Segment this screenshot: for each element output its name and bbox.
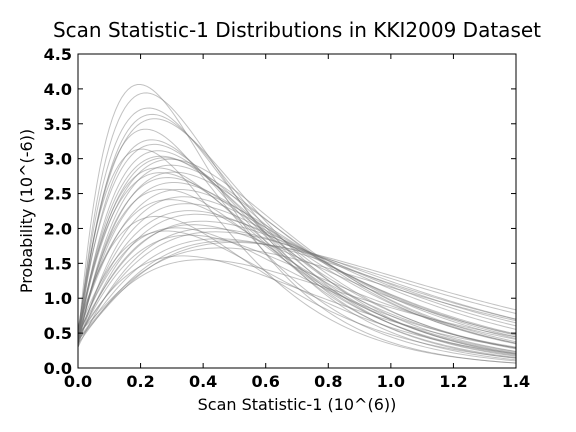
distribution-curve-25 <box>77 231 517 337</box>
distribution-curve-20 <box>77 210 517 337</box>
distribution-curve-24 <box>77 227 517 348</box>
distribution-curve-37 <box>77 215 517 359</box>
distribution-curve-5 <box>77 118 517 355</box>
distribution-curve-38 <box>77 230 517 355</box>
x-tick-label: 1.0 <box>377 372 405 391</box>
distribution-curve-30 <box>77 199 517 349</box>
x-tick-label: 0.2 <box>126 372 154 391</box>
y-axis: 0.0 0.5 1.0 1.5 2.0 2.5 3.0 3.5 4.0 4.5 <box>44 45 516 378</box>
distribution-curve-13 <box>77 167 517 356</box>
distribution-curve-39 <box>77 171 517 344</box>
y-tick-label: 2.5 <box>44 185 72 204</box>
distribution-curve-16 <box>77 182 517 344</box>
distribution-curve-26 <box>77 238 517 341</box>
distribution-curve-33 <box>77 128 517 362</box>
x-tick-label: 1.4 <box>502 372 530 391</box>
x-tick-label: 0.4 <box>189 372 217 391</box>
y-tick-label: 4.0 <box>44 80 72 99</box>
y-tick-label: 0.0 <box>44 359 72 378</box>
distribution-curve-32 <box>77 188 517 353</box>
y-tick-label: 0.5 <box>44 324 72 343</box>
plot-border <box>77 53 517 369</box>
x-tick-label: 0.0 <box>64 372 92 391</box>
x-tick-label: 1.2 <box>439 372 467 391</box>
distribution-curve-35 <box>77 255 517 349</box>
y-tick-label: 4.5 <box>44 45 72 64</box>
distribution-curve-12 <box>77 164 517 348</box>
distribution-curve-36 <box>77 259 517 341</box>
distribution-curve-15 <box>77 177 517 349</box>
distribution-curve-9 <box>77 155 517 352</box>
distribution-curve-6 <box>77 139 517 358</box>
y-tick-label: 3.0 <box>44 150 72 169</box>
distribution-curve-17 <box>77 188 517 339</box>
y-tick-label: 1.5 <box>44 254 72 273</box>
distribution-curve-1 <box>77 83 517 364</box>
x-axis: 0.0 0.2 0.4 0.6 0.8 1.0 1.2 1.4 <box>64 54 530 391</box>
distribution-curve-7 <box>77 143 517 357</box>
distribution-curve-22 <box>77 220 517 334</box>
y-tick-label: 2.0 <box>44 219 72 238</box>
distribution-curve-34 <box>77 148 517 364</box>
distribution-curve-23 <box>77 224 517 341</box>
y-axis-label: Probability (10^(-6)) <box>17 129 36 293</box>
distribution-curve-29 <box>77 247 517 334</box>
chart-title: Scan Statistic-1 Distributions in KKI200… <box>53 18 541 42</box>
distribution-curve-31 <box>77 227 517 348</box>
distribution-curve-14 <box>77 172 517 354</box>
y-tick-label: 1.0 <box>44 289 72 308</box>
distribution-curve-2 <box>77 92 517 361</box>
x-axis-label: Scan Statistic-1 (10^(6)) <box>198 395 397 414</box>
distribution-curves <box>77 83 517 364</box>
distribution-curve-10 <box>77 157 517 350</box>
distribution-curve-19 <box>77 203 517 341</box>
y-tick-label: 3.5 <box>44 115 72 134</box>
x-tick-label: 0.8 <box>314 372 342 391</box>
distribution-curve-3 <box>77 107 517 359</box>
distribution-curve-18 <box>77 196 517 348</box>
distribution-curve-8 <box>77 150 517 354</box>
distribution-curve-40 <box>77 234 517 341</box>
distribution-curve-21 <box>77 213 517 344</box>
plot-area <box>77 53 517 369</box>
distribution-curve-4 <box>77 113 517 357</box>
x-tick-label: 0.6 <box>252 372 280 391</box>
distribution-curve-28 <box>77 241 517 341</box>
distribution-curve-11 <box>77 158 517 344</box>
distribution-curve-27 <box>77 240 517 344</box>
